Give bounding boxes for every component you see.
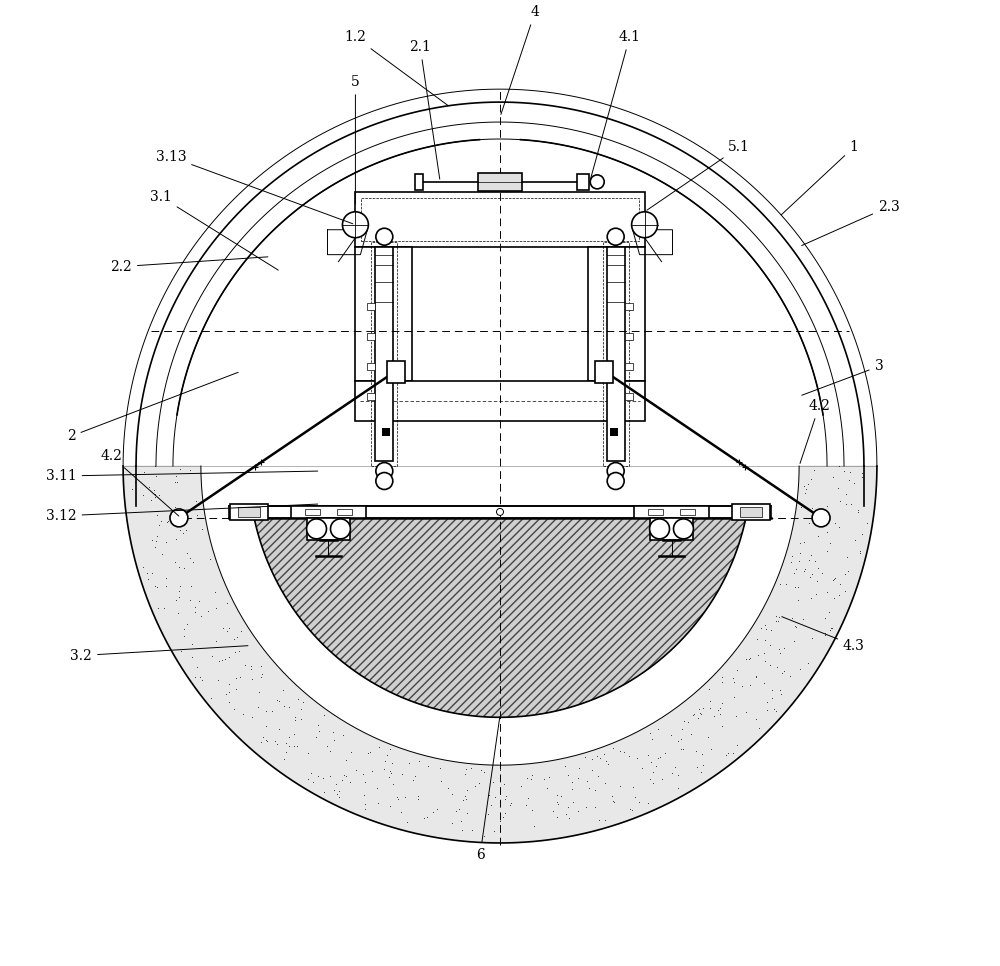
Bar: [650, 518, 693, 540]
Text: 4.3: 4.3: [782, 616, 865, 652]
Text: 3.11: 3.11: [46, 469, 318, 483]
Bar: [603, 242, 629, 466]
Bar: [732, 504, 770, 520]
Bar: [371, 242, 397, 466]
Bar: [367, 303, 375, 310]
Text: 2.1: 2.1: [409, 41, 440, 179]
Bar: [740, 507, 762, 517]
Circle shape: [307, 519, 327, 539]
Circle shape: [673, 519, 693, 539]
Circle shape: [632, 212, 658, 238]
Polygon shape: [254, 518, 746, 718]
Bar: [305, 509, 320, 515]
Bar: [595, 361, 613, 384]
Circle shape: [376, 472, 393, 490]
Text: 3.1: 3.1: [150, 190, 278, 270]
Bar: [648, 509, 663, 515]
Text: 5: 5: [351, 75, 360, 204]
Bar: [355, 382, 645, 421]
Bar: [375, 246, 393, 461]
Bar: [367, 333, 375, 340]
Bar: [355, 246, 412, 382]
Bar: [625, 363, 633, 370]
Bar: [478, 173, 522, 191]
Bar: [337, 509, 352, 515]
Text: 1: 1: [781, 140, 858, 214]
Circle shape: [812, 509, 830, 526]
Polygon shape: [123, 466, 877, 843]
Circle shape: [607, 228, 624, 245]
Polygon shape: [633, 230, 673, 255]
Bar: [382, 428, 390, 436]
Circle shape: [650, 519, 670, 539]
Text: 3.12: 3.12: [46, 504, 318, 523]
Bar: [625, 303, 633, 310]
Bar: [230, 504, 268, 520]
Bar: [361, 198, 639, 241]
Text: 4.1: 4.1: [590, 30, 641, 179]
Text: 6: 6: [476, 718, 500, 862]
Circle shape: [376, 228, 393, 245]
Bar: [625, 393, 633, 400]
Bar: [291, 506, 366, 518]
Bar: [229, 506, 771, 518]
Text: 2.3: 2.3: [802, 200, 900, 245]
Text: 4: 4: [501, 6, 539, 114]
Text: 3.13: 3.13: [156, 150, 353, 224]
Polygon shape: [327, 230, 367, 255]
Bar: [607, 246, 625, 461]
Text: 3.2: 3.2: [70, 645, 248, 663]
Text: 1.2: 1.2: [344, 30, 448, 105]
Bar: [367, 363, 375, 370]
Text: 2.2: 2.2: [110, 257, 268, 273]
Circle shape: [607, 463, 624, 479]
Text: 5.1: 5.1: [647, 140, 750, 211]
Bar: [588, 246, 645, 382]
Circle shape: [342, 212, 368, 238]
Text: 3: 3: [802, 359, 883, 395]
Bar: [367, 393, 375, 400]
Bar: [415, 174, 423, 190]
Circle shape: [170, 509, 188, 526]
Circle shape: [330, 519, 350, 539]
Bar: [307, 518, 350, 540]
Text: 4.2: 4.2: [800, 399, 830, 464]
Text: 4.2: 4.2: [100, 449, 179, 516]
Circle shape: [376, 463, 393, 479]
Circle shape: [497, 508, 503, 516]
Bar: [610, 428, 618, 436]
Circle shape: [607, 472, 624, 490]
Text: 2: 2: [67, 372, 238, 443]
Bar: [625, 333, 633, 340]
Bar: [355, 192, 645, 246]
Bar: [387, 361, 405, 384]
Circle shape: [590, 175, 604, 188]
Bar: [680, 509, 695, 515]
Bar: [238, 507, 260, 517]
Bar: [577, 174, 589, 190]
Bar: [634, 506, 709, 518]
